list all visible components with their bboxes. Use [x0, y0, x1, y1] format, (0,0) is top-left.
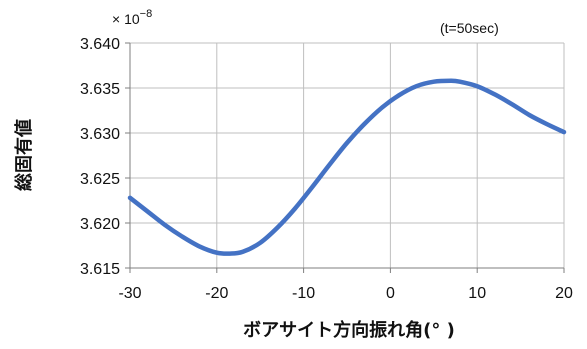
x-tick-label: -10 [292, 285, 315, 302]
y-tick-label: 3.615 [80, 261, 120, 278]
x-tick-label: 10 [468, 285, 486, 302]
x-tick-labels: -30 -20 -10 0 10 20 [118, 285, 573, 302]
y-multiplier-prefix: × 10 [112, 11, 140, 27]
y-tick-label: 3.625 [80, 171, 120, 188]
chart-annotation: (t=50sec) [440, 20, 499, 36]
y-multiplier: × 10−8 [112, 8, 152, 27]
x-tick-label: -20 [205, 285, 228, 302]
series-line [127, 78, 567, 256]
y-multiplier-exponent: −8 [140, 8, 153, 20]
y-tick-label: 3.640 [80, 36, 120, 53]
x-axis-title: ボアサイト方向振れ角(° ) [243, 319, 455, 341]
x-tick-label: 0 [386, 285, 395, 302]
gridlines [129, 42, 565, 269]
y-tick-labels: 3.615 3.620 3.625 3.630 3.635 3.640 [80, 36, 120, 278]
series-lines [127, 78, 567, 256]
y-tick-label: 3.635 [80, 81, 120, 98]
y-tick-label: 3.630 [80, 126, 120, 143]
x-tick-label: 20 [555, 285, 573, 302]
axes [125, 42, 565, 273]
y-axis-title: 総固有値 [13, 119, 35, 191]
y-tick-label: 3.620 [80, 216, 120, 233]
x-tick-label: -30 [118, 285, 141, 302]
plot-area [130, 43, 564, 268]
